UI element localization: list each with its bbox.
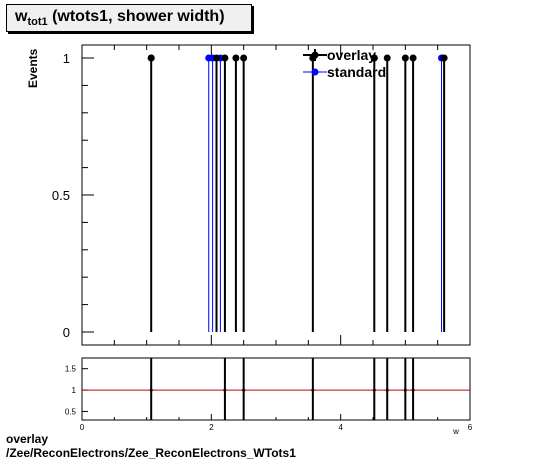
title-subscript: tot1 — [27, 16, 48, 29]
ratio-point — [411, 388, 415, 392]
x-tick-label: 2 — [209, 423, 214, 432]
x-tick-label: 0 — [80, 423, 85, 432]
footer-dataset: overlay — [6, 432, 49, 446]
ratio-point — [242, 388, 246, 392]
x-tick-label: 4 — [338, 423, 343, 432]
ratio-point — [372, 388, 376, 392]
legend-overlay-marker — [311, 51, 319, 59]
x-axis-title: w — [452, 427, 459, 436]
overlay-point — [232, 54, 240, 62]
overlay-point — [370, 54, 378, 62]
ratio-point — [223, 388, 227, 392]
main-plot-frame — [81, 44, 471, 346]
ratio-point — [311, 388, 315, 392]
overlay-point — [401, 54, 409, 62]
footer-path: /Zee/ReconElectrons/Zee_ReconElectrons_W… — [6, 446, 296, 460]
overlay-point — [409, 54, 417, 62]
overlay-point — [240, 54, 248, 62]
ratio-point — [385, 388, 389, 392]
ratio-y-tick-label: 1.5 — [65, 365, 77, 374]
ratio-y-tick-label: 1 — [72, 386, 77, 395]
overlay-point — [213, 54, 221, 62]
chart-title-box: wtot1 (wtots1, shower width) — [6, 4, 252, 32]
legend-standard-label: standard — [327, 64, 386, 80]
x-tick-label: 6 — [468, 423, 473, 432]
legend-overlay-label: overlay — [327, 47, 376, 63]
y-tick-label: 0 — [63, 325, 70, 340]
overlay-point — [383, 54, 391, 62]
ratio-point — [149, 388, 153, 392]
overlay-point — [440, 54, 448, 62]
y-tick-label: 0.5 — [52, 188, 70, 203]
ratio-plot-frame — [81, 357, 471, 421]
legend-standard-marker — [311, 68, 319, 76]
ratio-y-tick-label: 0.5 — [65, 407, 77, 416]
title-main: w — [15, 8, 28, 25]
ratio-point — [403, 388, 407, 392]
y-tick-label: 1 — [63, 51, 70, 66]
chart-title: wtot1 (wtots1, shower width) — [15, 8, 225, 28]
overlay-point — [147, 54, 155, 62]
overlay-point — [221, 54, 229, 62]
title-rest: (wtots1, shower width) — [47, 8, 225, 25]
